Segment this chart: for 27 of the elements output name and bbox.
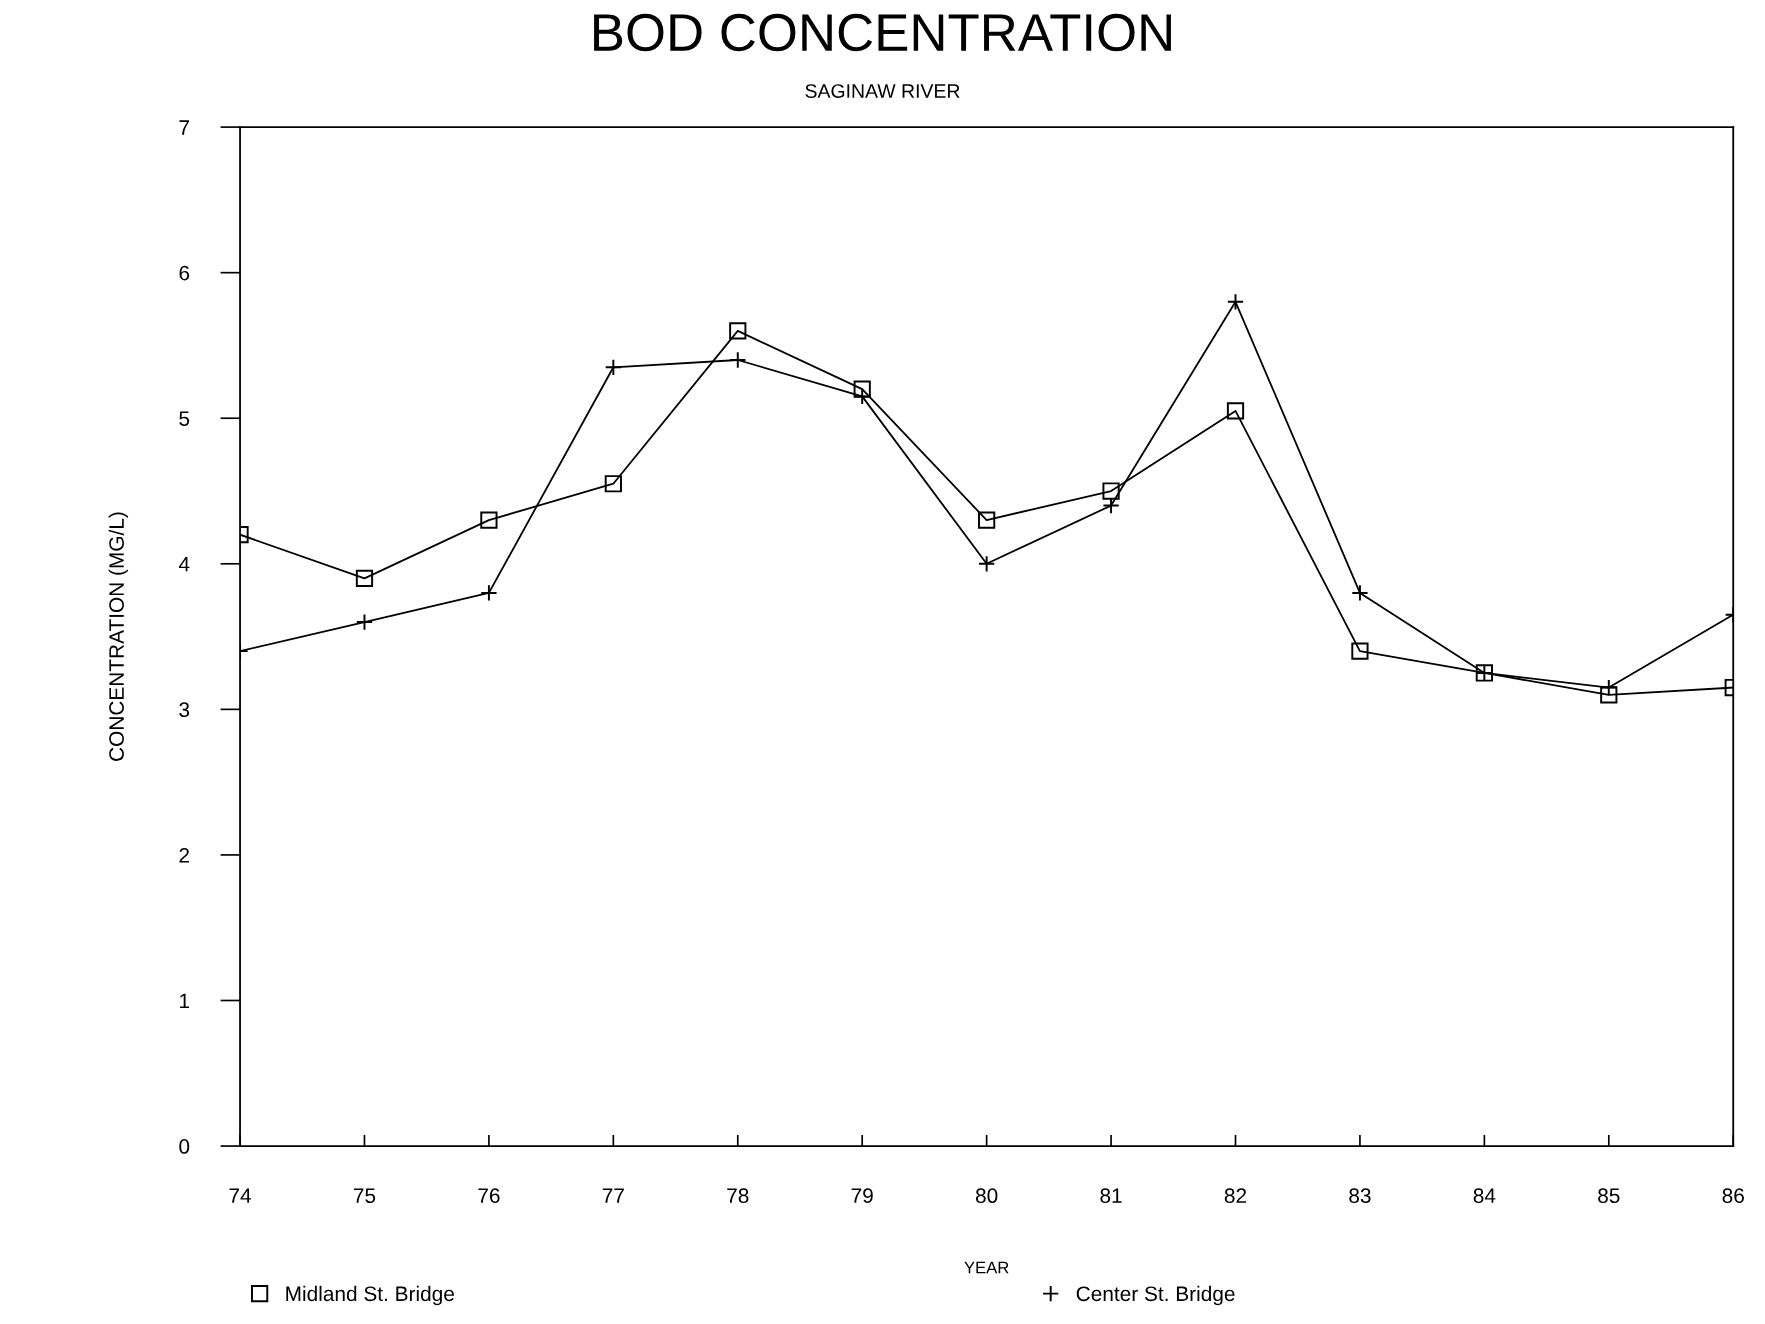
y-tick-label: 2: [179, 847, 189, 863]
x-axis-title: YEAR: [964, 1261, 1009, 1274]
x-tick-label: 74: [229, 1188, 252, 1203]
legend-label: Midland St. Bridge: [286, 1285, 454, 1306]
x-tick-label: 82: [1224, 1188, 1247, 1204]
chart-title: BOD CONCENTRATION: [594, 13, 1171, 52]
y-tick-label: 0: [179, 1139, 190, 1154]
chart-subtitle: SAGINAW RIVER: [805, 84, 960, 98]
y-tick-label: 4: [178, 557, 190, 572]
x-tick-label: 76: [478, 1188, 500, 1204]
y-tick-label: 6: [179, 265, 190, 281]
x-tick-label: 80: [975, 1188, 998, 1204]
x-tick-label: 77: [602, 1188, 624, 1203]
x-tick-label: 79: [851, 1188, 873, 1204]
y-tick-label: 7: [179, 120, 189, 135]
x-tick-label: 84: [1473, 1188, 1496, 1204]
y-tick-label: 5: [179, 411, 190, 426]
x-tick-label: 85: [1598, 1188, 1620, 1204]
y-axis-title: CONCENTRATION (MG/L): [108, 512, 129, 761]
y-tick-label: 1: [180, 993, 190, 1009]
y-tick-label: 3: [179, 702, 190, 718]
x-tick-label: 83: [1349, 1188, 1371, 1204]
x-tick-label: 75: [353, 1188, 376, 1204]
x-tick-label: 86: [1722, 1188, 1744, 1204]
x-tick-label: 81: [1100, 1188, 1122, 1204]
legend-label: Center St. Bridge: [1076, 1285, 1235, 1306]
x-tick-label: 78: [727, 1188, 749, 1204]
